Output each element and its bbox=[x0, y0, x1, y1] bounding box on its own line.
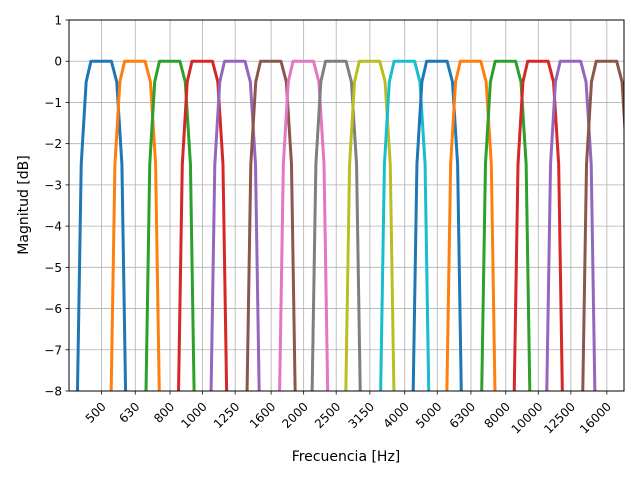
band-filter-line-16 bbox=[581, 59, 624, 391]
band-filter-line-7 bbox=[278, 59, 330, 391]
series-layer bbox=[75, 59, 624, 391]
y-tick-label: −3 bbox=[44, 178, 62, 192]
band-filter-line-4 bbox=[177, 59, 229, 391]
band-filter-line-8 bbox=[310, 59, 362, 391]
band-filter-line-1 bbox=[75, 59, 128, 391]
band-filter-line-9 bbox=[344, 59, 396, 391]
y-tick-label: −7 bbox=[44, 343, 62, 357]
band-filter-line-12 bbox=[445, 59, 497, 391]
y-tick-label: −1 bbox=[44, 96, 62, 110]
y-tick-label: −5 bbox=[44, 261, 62, 275]
band-filter-line-10 bbox=[379, 59, 431, 391]
band-filter-line-11 bbox=[411, 59, 463, 391]
y-axis-label: Magnitud [dB] bbox=[16, 155, 32, 254]
y-tick-label: −6 bbox=[44, 302, 62, 316]
y-tick-label: −2 bbox=[44, 137, 62, 151]
band-filter-line-3 bbox=[144, 59, 196, 391]
plot-frame bbox=[68, 19, 625, 392]
y-tick-label: 1 bbox=[54, 14, 62, 28]
y-tick-label: −8 bbox=[44, 385, 62, 399]
band-filter-line-13 bbox=[480, 59, 532, 391]
x-axis-label: Frecuencia [Hz] bbox=[292, 449, 401, 465]
band-filter-line-14 bbox=[512, 59, 564, 391]
band-filter-line-6 bbox=[245, 59, 297, 391]
y-axis: 1 0 −1 −2 −3 −4 −5 −6 −7 −8 bbox=[44, 14, 69, 399]
band-filter-line-2 bbox=[109, 59, 161, 391]
y-tick-label: 0 bbox=[54, 55, 62, 69]
y-tick-label: −4 bbox=[44, 220, 62, 234]
